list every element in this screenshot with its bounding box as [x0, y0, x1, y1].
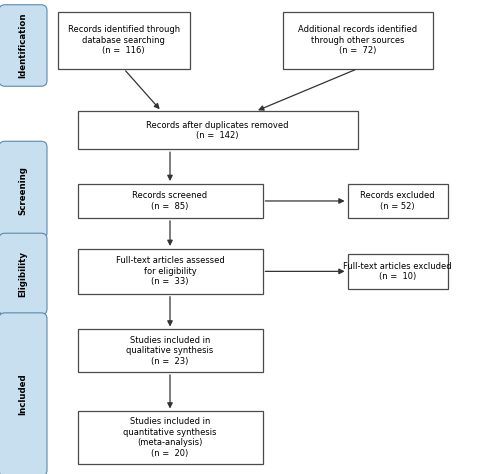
Text: Included: Included	[18, 374, 28, 415]
FancyBboxPatch shape	[58, 12, 190, 69]
Text: Records after duplicates removed
(n =  142): Records after duplicates removed (n = 14…	[146, 121, 289, 140]
FancyBboxPatch shape	[282, 12, 432, 69]
Text: Studies included in
quantitative synthesis
(meta-analysis)
(n =  20): Studies included in quantitative synthes…	[123, 418, 216, 457]
Text: Screening: Screening	[18, 165, 28, 215]
FancyBboxPatch shape	[0, 5, 47, 86]
FancyBboxPatch shape	[348, 184, 448, 218]
FancyBboxPatch shape	[348, 254, 448, 289]
FancyBboxPatch shape	[78, 111, 357, 149]
Text: Full-text articles assessed
for eligibility
(n =  33): Full-text articles assessed for eligibil…	[116, 256, 224, 286]
Text: Full-text articles excluded
(n =  10): Full-text articles excluded (n = 10)	[343, 262, 452, 281]
Text: Eligibility: Eligibility	[18, 251, 28, 297]
Text: Additional records identified
through other sources
(n =  72): Additional records identified through ot…	[298, 26, 417, 55]
FancyBboxPatch shape	[0, 141, 47, 239]
Text: Records excluded
(n = 52): Records excluded (n = 52)	[360, 191, 435, 210]
FancyBboxPatch shape	[78, 329, 262, 372]
FancyBboxPatch shape	[78, 411, 262, 464]
Text: Records screened
(n =  85): Records screened (n = 85)	[132, 191, 208, 210]
FancyBboxPatch shape	[0, 313, 47, 474]
FancyBboxPatch shape	[0, 233, 47, 315]
Text: Studies included in
qualitative synthesis
(n =  23): Studies included in qualitative synthesi…	[126, 336, 214, 365]
FancyBboxPatch shape	[78, 249, 262, 294]
FancyBboxPatch shape	[78, 184, 262, 218]
Text: Records identified through
database searching
(n =  116): Records identified through database sear…	[68, 26, 180, 55]
Text: Identification: Identification	[18, 13, 28, 78]
